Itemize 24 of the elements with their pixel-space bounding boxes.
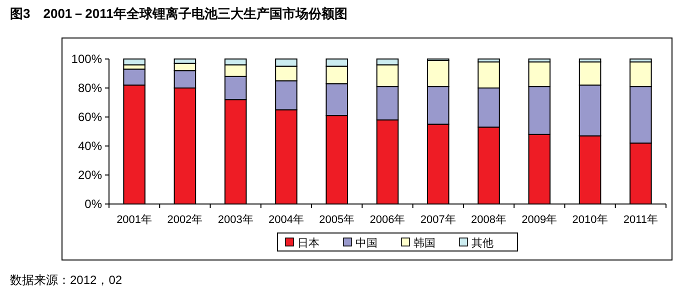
y-tick-label: 80% <box>78 81 102 95</box>
legend-label: 中国 <box>356 236 378 250</box>
y-tick-label: 100% <box>71 52 102 66</box>
chart-title: 图3 2001－2011年全球锂离子电池三大生产国市场份额图 <box>10 6 348 21</box>
x-tick-label: 2010年 <box>572 214 608 226</box>
x-tick-label: 2011年 <box>623 214 658 226</box>
legend-label: 韩国 <box>414 236 436 250</box>
y-tick-label: 60% <box>78 110 102 124</box>
legend-label: 其他 <box>472 236 494 250</box>
y-tick-label: 0% <box>84 197 102 211</box>
x-tick-label: 2009年 <box>522 214 558 226</box>
y-tick-label: 20% <box>78 168 102 182</box>
source-note: 数据来源：2012，02 <box>10 273 122 287</box>
bar <box>123 58 146 66</box>
x-tick-label: 2003年 <box>218 214 254 226</box>
legend-label: 日本 <box>298 236 320 250</box>
x-tick-label: 2005年 <box>319 214 355 226</box>
x-tick-label: 2004年 <box>268 214 304 226</box>
x-tick-label: 2002年 <box>167 214 203 226</box>
y-tick-label: 40% <box>78 139 102 153</box>
x-tick-label: 2006年 <box>370 214 406 226</box>
x-tick-label: 2001年 <box>116 214 152 226</box>
x-tick-label: 2007年 <box>420 214 456 226</box>
x-tick-label: 2008年 <box>471 214 507 226</box>
